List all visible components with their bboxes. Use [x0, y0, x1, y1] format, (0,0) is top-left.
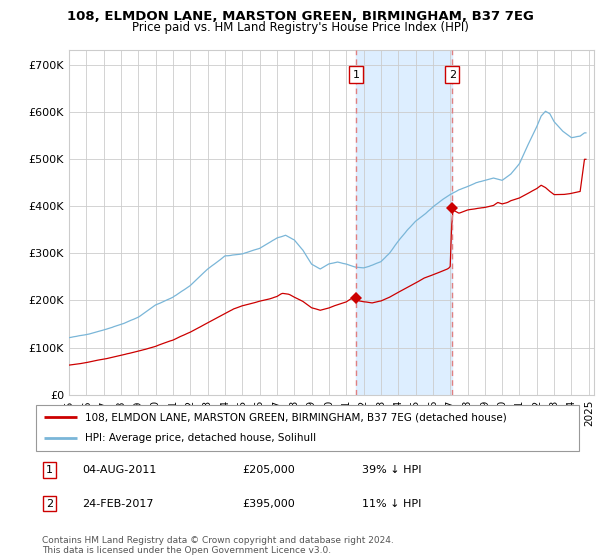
Text: This data is licensed under the Open Government Licence v3.0.: This data is licensed under the Open Gov…: [42, 545, 331, 555]
Text: HPI: Average price, detached house, Solihull: HPI: Average price, detached house, Soli…: [85, 433, 316, 444]
Text: Price paid vs. HM Land Registry's House Price Index (HPI): Price paid vs. HM Land Registry's House …: [131, 21, 469, 34]
Text: 39% ↓ HPI: 39% ↓ HPI: [362, 465, 421, 475]
FancyBboxPatch shape: [36, 405, 579, 451]
Text: £205,000: £205,000: [242, 465, 295, 475]
Text: 108, ELMDON LANE, MARSTON GREEN, BIRMINGHAM, B37 7EG (detached house): 108, ELMDON LANE, MARSTON GREEN, BIRMING…: [85, 412, 506, 422]
Text: 2: 2: [449, 69, 456, 80]
Text: 2: 2: [46, 498, 53, 508]
Text: 1: 1: [353, 69, 360, 80]
Text: Contains HM Land Registry data © Crown copyright and database right 2024.: Contains HM Land Registry data © Crown c…: [42, 536, 394, 545]
Text: 24-FEB-2017: 24-FEB-2017: [82, 498, 154, 508]
Text: £395,000: £395,000: [242, 498, 295, 508]
Text: 04-AUG-2011: 04-AUG-2011: [82, 465, 157, 475]
Text: 1: 1: [46, 465, 53, 475]
Bar: [356, 50, 452, 395]
Text: 11% ↓ HPI: 11% ↓ HPI: [362, 498, 421, 508]
Text: 108, ELMDON LANE, MARSTON GREEN, BIRMINGHAM, B37 7EG: 108, ELMDON LANE, MARSTON GREEN, BIRMING…: [67, 10, 533, 23]
